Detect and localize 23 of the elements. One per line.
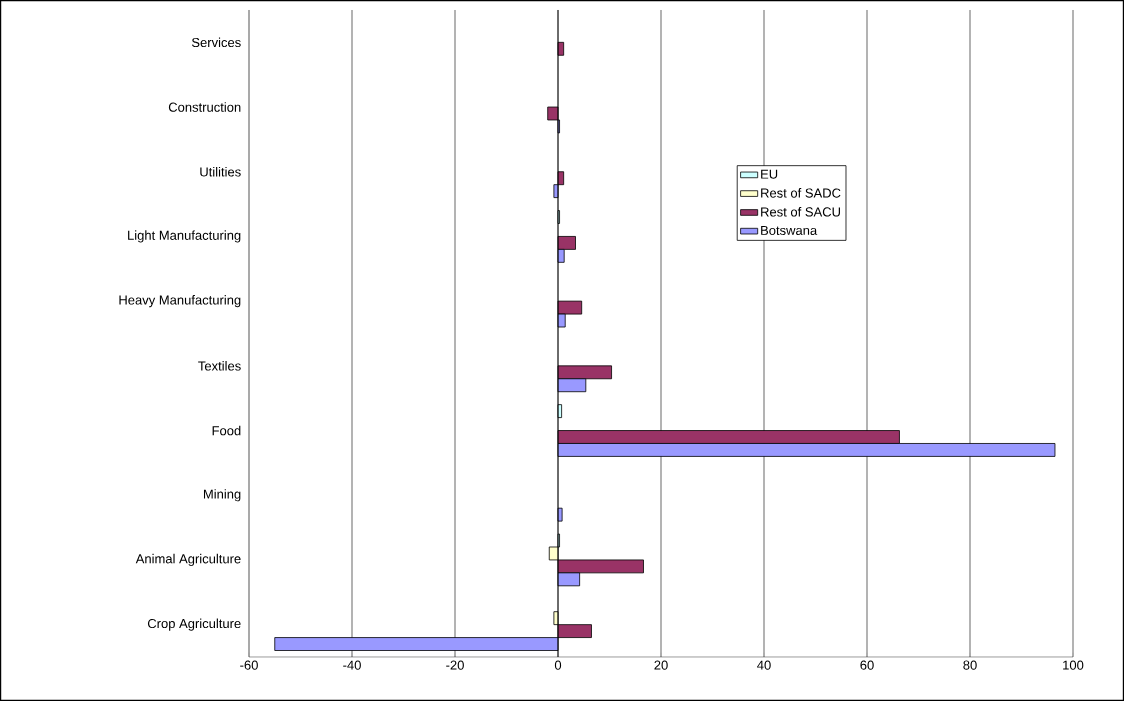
x-tick-label: -60 (240, 660, 258, 670)
y-tick-label: Heavy Manufacturing (119, 295, 241, 308)
x-tick-label: 20 (654, 660, 668, 670)
legend-label: EU (761, 169, 778, 179)
y-tick-label: Food (212, 425, 241, 436)
y-tick-label: Textiles (198, 361, 241, 371)
y-tick-label: Services (191, 37, 241, 48)
legend-label: Rest of SACU (761, 207, 840, 217)
x-tick-label: 60 (860, 660, 874, 670)
x-tick-label: -20 (446, 660, 464, 670)
x-tick-label: -40 (343, 660, 361, 670)
y-tick-label: Utilities (200, 166, 241, 177)
x-tick-label: 100 (1063, 660, 1084, 670)
x-tick-label: 80 (963, 660, 977, 670)
legend-label: Botswana (761, 225, 818, 235)
y-tick-label: Mining (203, 489, 241, 502)
legend-label: Rest of SADC (761, 188, 841, 198)
y-tick-label: Light Manufacturing (128, 230, 241, 243)
y-tick-label: Construction (168, 102, 241, 112)
y-tick-label: Animal Agriculture (135, 553, 241, 566)
x-tick-label: 40 (757, 660, 771, 670)
x-tick-label: 0 (554, 660, 562, 670)
y-tick-label: Crop Agriculture (147, 618, 241, 631)
